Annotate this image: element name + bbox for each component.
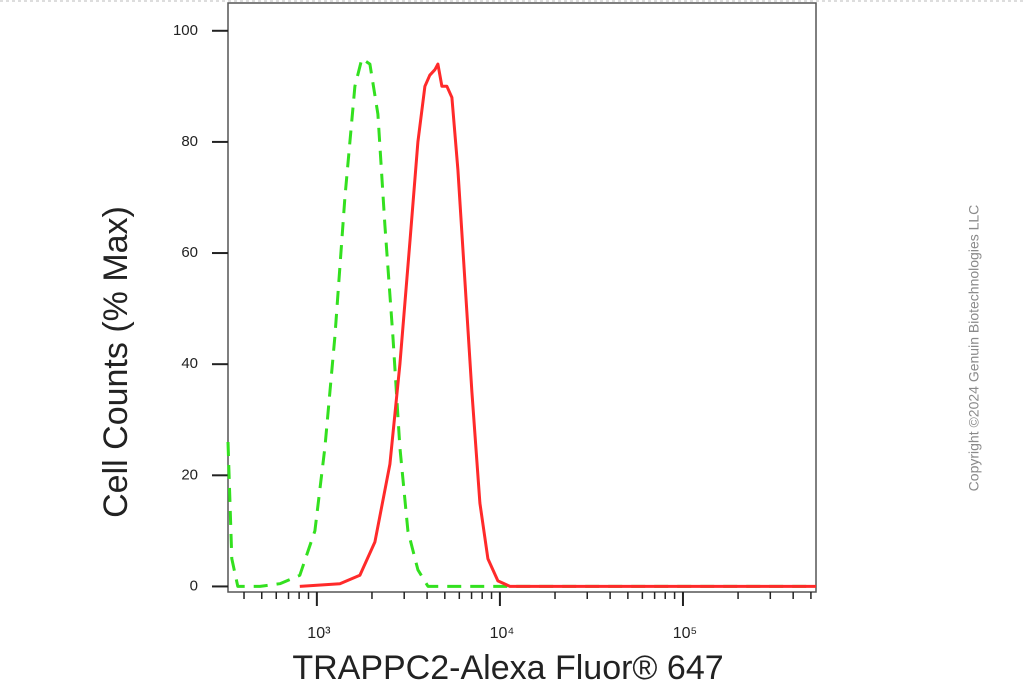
y-tick-label: 80 (181, 133, 198, 150)
y-tick-label: 20 (181, 466, 198, 483)
x-tick-label: 10³ (307, 625, 331, 642)
x-axis-title: TRAPPC2-Alexa Fluor® 647 (292, 649, 723, 687)
histogram-line (299, 62, 816, 588)
y-axis-title: Cell Counts (% Max) (97, 206, 135, 518)
x-tick-label: 10⁴ (490, 625, 515, 642)
x-tick-label: 10⁵ (673, 625, 697, 642)
histogram-line (226, 57, 816, 588)
y-tick-label: 60 (181, 244, 198, 261)
y-tick-label: 0 (190, 577, 198, 594)
copyright: Copyright ©2024 Genuin Biotechnologies L… (966, 205, 982, 492)
plot-frame (227, 2, 817, 593)
y-tick-label: 100 (173, 22, 198, 39)
y-tick-label: 40 (181, 355, 198, 372)
